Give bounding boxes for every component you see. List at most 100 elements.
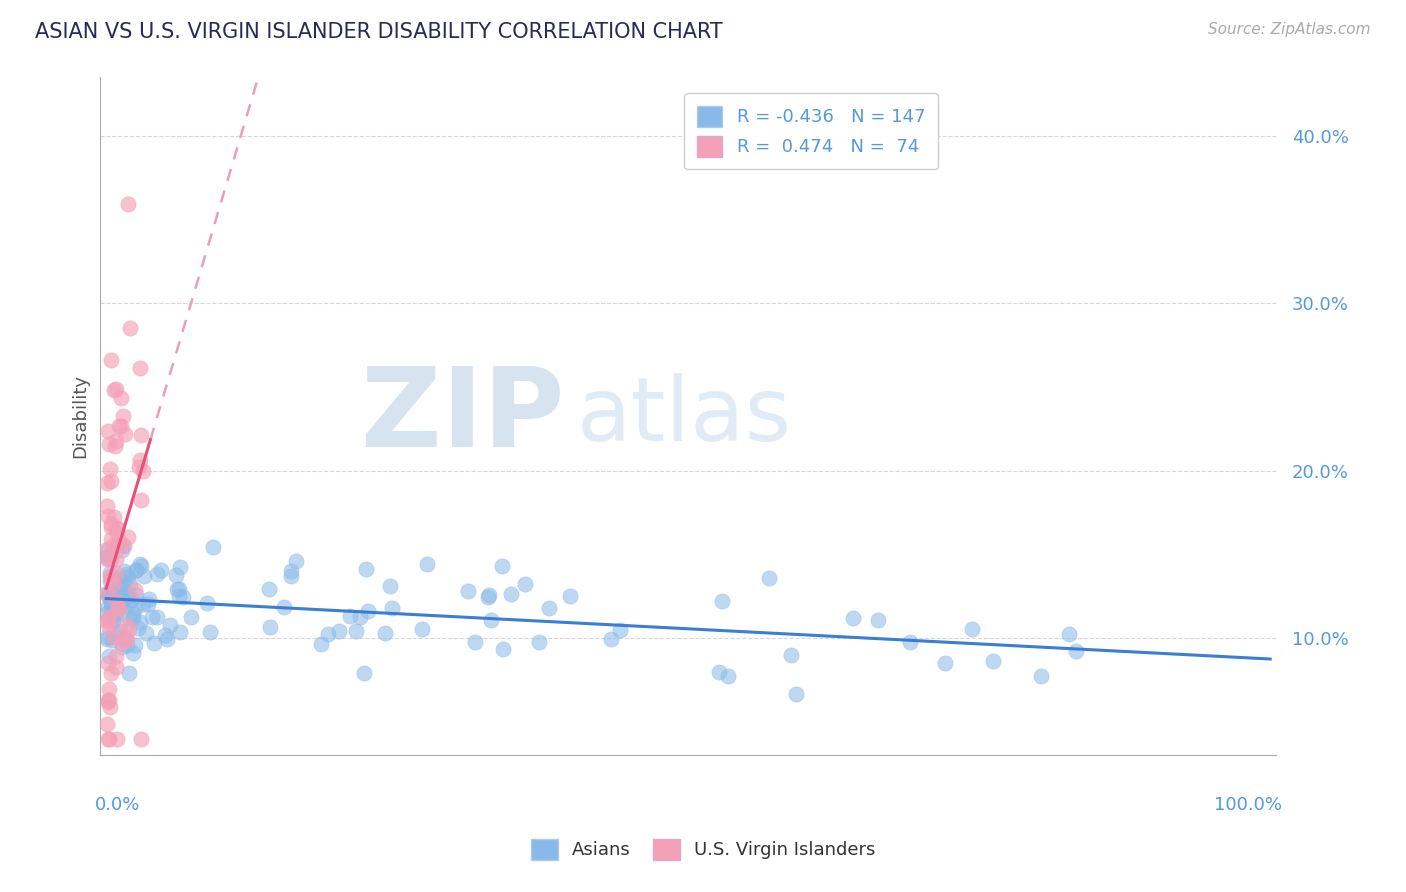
Point [457,584,479,599]
Point [309,637,332,651]
Point [98,700,121,714]
Text: ASIAN VS U.S. VIRGIN ISLANDER DISABILITY CORRELATION CHART: ASIAN VS U.S. VIRGIN ISLANDER DISABILITY… [35,22,723,42]
Point [104,434,127,448]
Point [111,635,134,649]
Point [280,569,302,583]
Point [96,586,118,600]
Point [101,613,124,627]
Point [124,638,146,652]
Point [96,499,118,513]
Point [198,625,221,640]
Point [103,439,125,453]
Point [98,649,121,664]
Point [273,599,295,614]
Point [100,666,122,681]
Point [169,560,191,574]
Point [112,591,135,606]
Point [117,570,139,584]
Point [96,586,118,600]
Point [97,436,120,450]
Point [96,630,118,644]
Y-axis label: Disability: Disability [72,375,89,458]
Point [785,687,807,701]
Point [98,609,121,624]
Legend: R = -0.436   N = 147, R =  0.474   N =  74: R = -0.436 N = 147, R = 0.474 N = 74 [685,94,938,169]
Point [780,648,803,662]
Point [118,623,141,637]
Point [97,731,120,746]
Point [339,608,361,623]
Point [100,519,122,533]
Point [707,665,730,679]
Point [898,634,921,648]
Point [118,595,141,609]
Point [328,624,350,639]
Point [167,589,190,603]
Point [316,627,339,641]
Point [129,731,152,746]
Point [172,590,194,604]
Point [599,632,621,647]
Point [96,475,118,490]
Point [105,607,128,622]
Point [128,558,150,572]
Point [112,593,135,607]
Point [259,620,281,634]
Point [374,626,396,640]
Point [357,605,380,619]
Point [101,607,124,622]
Point [96,542,118,557]
Point [146,567,169,582]
Point [132,569,155,583]
Point [527,635,550,649]
Point [962,622,984,636]
Point [98,566,121,580]
Legend: Asians, U.S. Virgin Islanders: Asians, U.S. Virgin Islanders [523,831,883,867]
Point [491,559,513,574]
Point [104,574,127,588]
Point [105,574,128,589]
Point [159,618,181,632]
Point [100,601,122,615]
Point [378,579,401,593]
Point [1031,669,1053,683]
Point [120,321,142,335]
Point [167,582,190,596]
Point [97,509,120,524]
Point [107,602,129,616]
Point [492,641,515,656]
Point [100,474,122,488]
Point [202,540,225,554]
Point [98,592,121,607]
Point [96,632,118,646]
Point [105,521,128,535]
Point [166,582,188,597]
Point [141,609,163,624]
Point [513,577,536,591]
Point [96,550,118,565]
Point [96,607,118,621]
Point [103,613,125,627]
Point [981,654,1004,668]
Point [112,564,135,578]
Point [98,574,121,588]
Point [100,552,122,566]
Point [108,572,131,586]
Point [103,599,125,613]
Point [110,579,132,593]
Point [122,646,145,660]
Point [101,595,124,609]
Point [1057,627,1080,641]
Point [125,563,148,577]
Point [150,563,173,577]
Point [156,632,179,646]
Point [98,548,121,562]
Point [128,615,150,629]
Point [129,427,152,442]
Point [103,576,125,591]
Point [97,550,120,565]
Point [501,587,523,601]
Point [114,631,136,645]
Point [353,666,375,681]
Point [111,543,134,558]
